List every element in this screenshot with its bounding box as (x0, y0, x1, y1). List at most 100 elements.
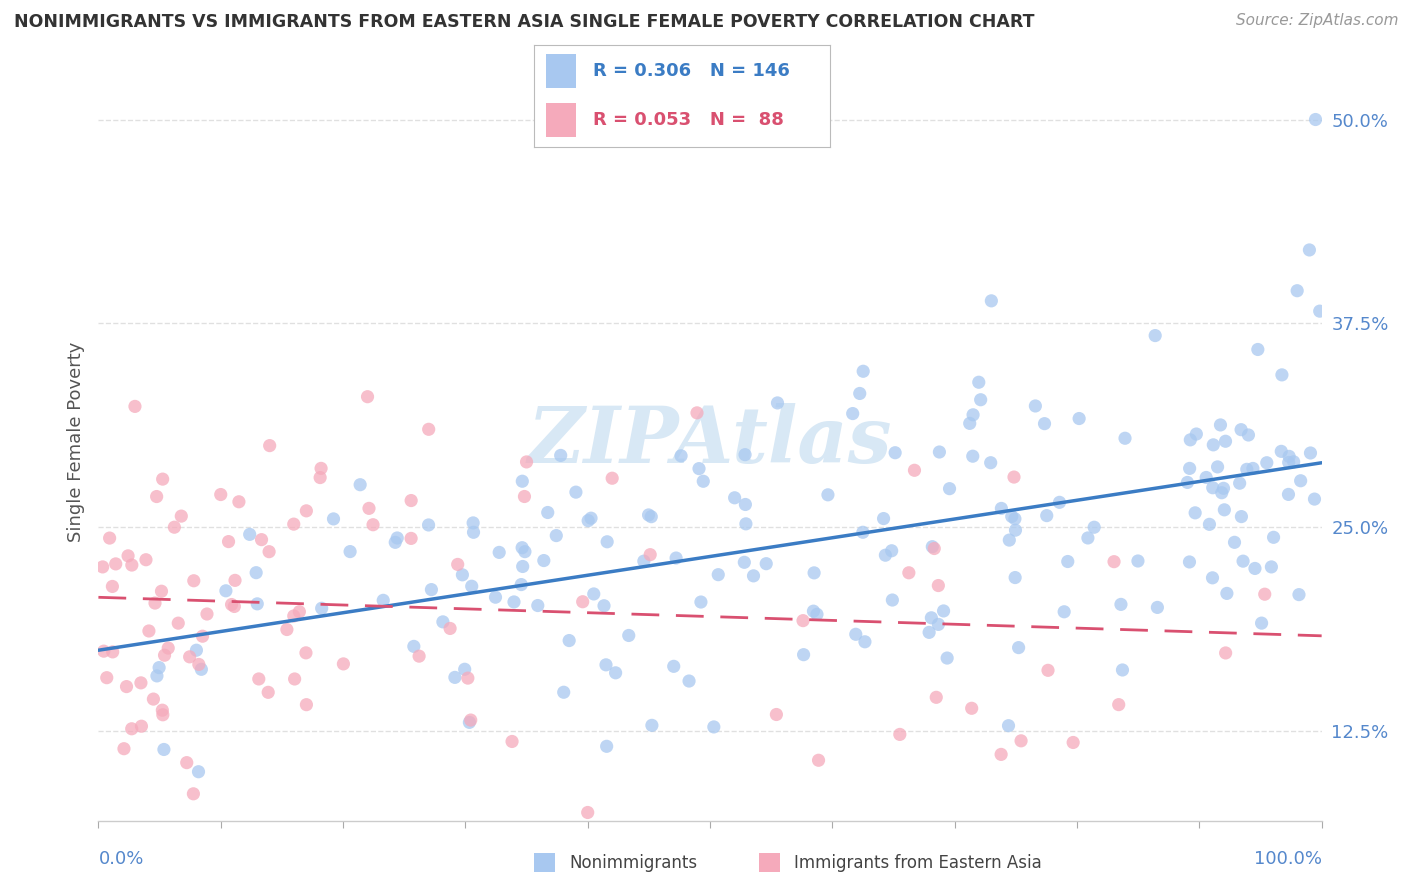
Text: 0.0%: 0.0% (98, 850, 143, 868)
Point (224, 574, 246, 588)
Point (1114, 431, 1136, 445)
Point (1198, 517, 1220, 532)
Point (1069, 411, 1091, 425)
Point (1236, 462, 1258, 476)
Point (1178, 461, 1201, 475)
Point (101, 579, 124, 593)
Point (845, 627, 868, 641)
Point (807, 753, 830, 767)
Point (218, 534, 240, 549)
Point (295, 504, 318, 518)
Point (1126, 554, 1149, 568)
Point (115, 680, 138, 694)
Point (755, 557, 778, 571)
Point (142, 692, 165, 706)
Point (526, 599, 548, 613)
Text: Nonimmigrants: Nonimmigrants (569, 854, 697, 871)
Point (1024, 399, 1046, 413)
Text: R = 0.306   N = 146: R = 0.306 N = 146 (593, 62, 790, 79)
Point (1004, 512, 1026, 526)
Point (1230, 509, 1253, 524)
Point (550, 449, 572, 463)
Point (1033, 417, 1056, 431)
Point (817, 488, 839, 502)
Point (515, 455, 537, 469)
Point (439, 622, 461, 636)
Point (1111, 663, 1133, 677)
Point (349, 477, 371, 491)
Point (454, 662, 477, 676)
Point (852, 364, 875, 378)
Point (1004, 570, 1026, 584)
Point (101, 645, 124, 659)
Point (927, 617, 949, 632)
Point (145, 490, 167, 504)
Point (686, 406, 709, 420)
Point (153, 648, 176, 663)
Point (962, 408, 984, 422)
Point (1282, 455, 1305, 469)
Point (1288, 588, 1310, 602)
Point (938, 482, 960, 496)
Point (1212, 481, 1234, 495)
Point (848, 386, 870, 401)
Point (215, 583, 238, 598)
Point (239, 527, 262, 541)
Point (803, 566, 825, 580)
Point (117, 549, 139, 563)
Point (510, 474, 533, 488)
Point (998, 533, 1021, 547)
Point (510, 541, 533, 555)
Point (1213, 503, 1236, 517)
Point (138, 624, 160, 638)
Point (872, 511, 894, 525)
Text: NONIMMIGRANTS VS IMMIGRANTS FROM EASTERN ASIA SINGLE FEMALE POVERTY CORRELATION : NONIMMIGRANTS VS IMMIGRANTS FROM EASTERN… (14, 13, 1035, 31)
Point (247, 672, 270, 686)
Point (734, 498, 756, 512)
Point (399, 532, 422, 546)
Point (766, 396, 789, 410)
Point (1263, 530, 1285, 544)
Point (1062, 735, 1084, 749)
Point (176, 756, 198, 770)
Point (853, 634, 876, 648)
Point (152, 707, 174, 722)
Point (512, 559, 534, 574)
Point (1309, 304, 1331, 318)
Point (129, 676, 152, 690)
Point (690, 595, 713, 609)
Point (221, 598, 243, 612)
Point (927, 578, 949, 592)
Point (163, 520, 186, 534)
Point (582, 587, 605, 601)
Point (1077, 531, 1099, 545)
Point (921, 540, 943, 554)
Point (309, 470, 332, 484)
Point (1223, 535, 1246, 549)
Point (922, 541, 945, 556)
Point (1202, 481, 1225, 495)
Text: ZIPAtlas: ZIPAtlas (527, 403, 893, 480)
Point (503, 595, 526, 609)
Point (723, 491, 745, 505)
Point (537, 506, 560, 520)
Point (533, 553, 555, 567)
Point (250, 533, 273, 547)
Point (669, 449, 692, 463)
Point (387, 531, 409, 545)
Point (928, 445, 950, 459)
Point (170, 509, 193, 524)
Point (1260, 560, 1282, 574)
Point (1144, 328, 1167, 343)
Point (93, 644, 115, 658)
Point (997, 719, 1019, 733)
Point (183, 574, 205, 588)
Point (1230, 423, 1253, 437)
Point (1211, 485, 1233, 500)
Point (1184, 506, 1206, 520)
Point (283, 609, 305, 624)
Point (967, 376, 990, 390)
Point (546, 528, 568, 542)
Point (186, 643, 208, 657)
Point (1180, 433, 1202, 447)
